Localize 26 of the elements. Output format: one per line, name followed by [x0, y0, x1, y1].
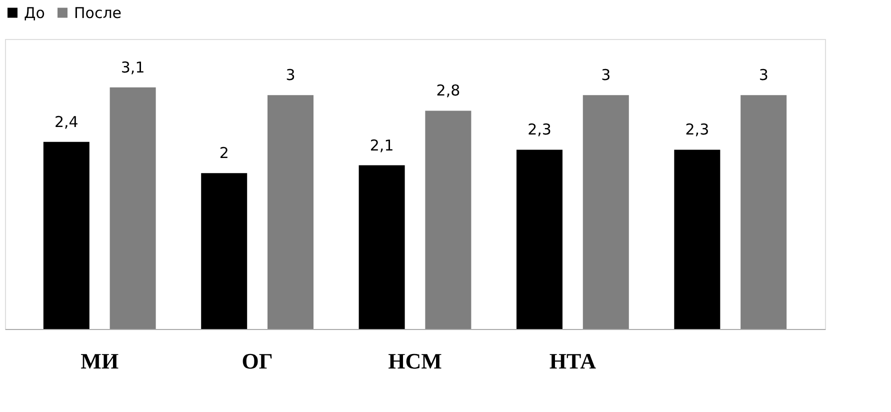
- legend-label: До: [24, 4, 45, 22]
- data-label: 3: [601, 66, 611, 84]
- bar: [582, 95, 629, 329]
- data-label: 2,3: [685, 120, 710, 139]
- bar: [740, 95, 787, 329]
- bar: [268, 95, 314, 329]
- bar: [674, 150, 720, 329]
- bar: [201, 173, 248, 329]
- x-tick-label: ОГ: [242, 348, 273, 374]
- data-label: 2,1: [370, 136, 394, 154]
- legend-label: После: [74, 4, 122, 22]
- bar: [425, 110, 472, 329]
- bar: [110, 87, 156, 329]
- bar: [516, 150, 562, 329]
- x-tick-label: НСМ: [388, 348, 442, 374]
- data-label: 3: [286, 66, 296, 84]
- x-tick-label: НТА: [549, 348, 596, 374]
- bar: [358, 165, 405, 329]
- data-label: 2,4: [54, 112, 78, 131]
- data-label: 3,1: [120, 58, 145, 76]
- x-tick-label: МИ: [80, 348, 119, 374]
- data-label: 2,8: [436, 82, 460, 100]
- data-label: 2: [219, 144, 229, 162]
- data-label: 3: [758, 66, 768, 84]
- data-label: 2,3: [528, 120, 552, 139]
- bar: [43, 142, 90, 329]
